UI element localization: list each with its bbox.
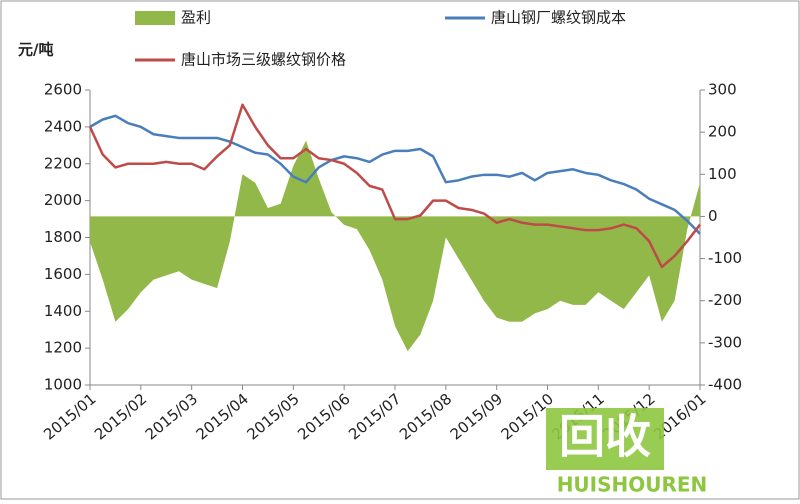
y-tick-label: 1000 [44, 376, 82, 394]
watermark-text: HUISHOUREN [557, 473, 708, 497]
y-tick-label: 1400 [44, 302, 82, 320]
legend-label: 盈利 [181, 9, 211, 27]
y2-tick-label: -400 [708, 376, 742, 394]
y2-tick-label: 100 [708, 165, 737, 183]
y2-tick-label: 300 [708, 81, 737, 99]
legend-label: 唐山钢厂螺纹钢成本 [491, 9, 626, 27]
y2-tick-label: -200 [708, 291, 742, 309]
y-unit: 元/吨 [18, 41, 53, 59]
area [90, 140, 700, 352]
y-tick-label: 2400 [44, 117, 82, 135]
y2-tick-label: 0 [708, 207, 718, 225]
watermark-logo: 回收 [559, 410, 651, 464]
y2-tick-label: -300 [708, 333, 742, 351]
watermark: 回收 HUISHOUREN [546, 408, 707, 497]
y-tick-label: 2000 [44, 191, 82, 209]
y-tick-label: 2600 [44, 81, 82, 99]
legend-label: 唐山市场三级螺纹钢价格 [181, 51, 346, 69]
watermark-box [546, 408, 664, 470]
legend-swatch [135, 11, 175, 25]
y-tick-label: 1800 [44, 228, 82, 246]
line [89, 114, 701, 235]
y-tick-label: 1600 [44, 265, 82, 283]
y-tick-label: 1200 [44, 339, 82, 357]
y-tick-label: 2200 [44, 154, 82, 172]
y2-tick-label: -100 [708, 249, 742, 267]
line [88, 103, 701, 269]
y2-tick-label: 200 [708, 123, 737, 141]
